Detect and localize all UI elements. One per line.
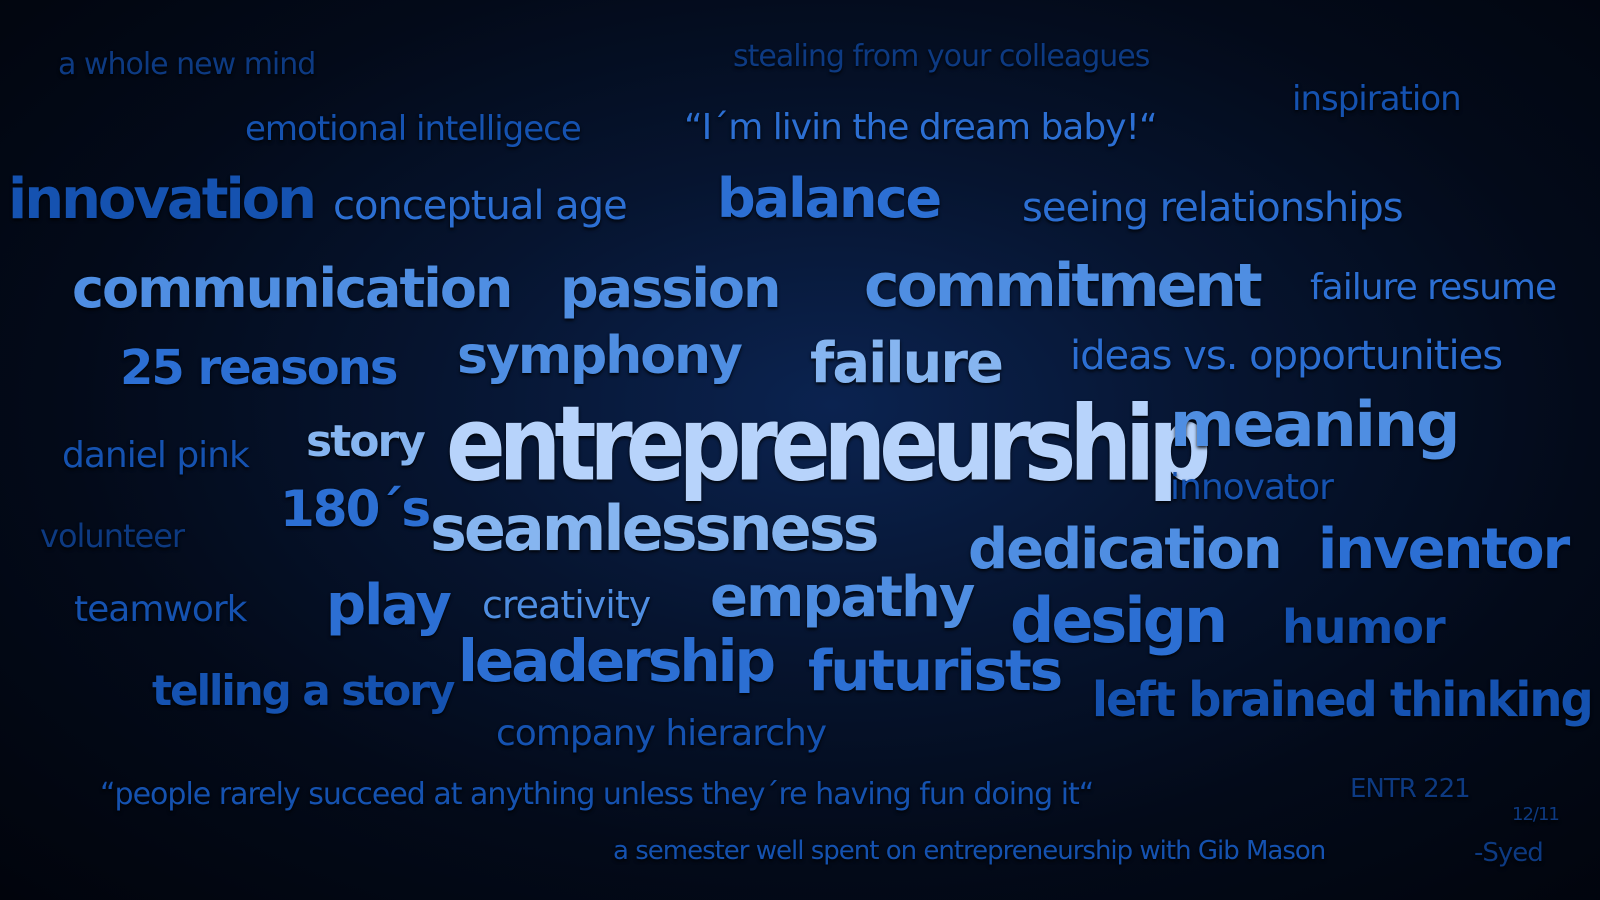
word-meaning: meaning bbox=[1170, 388, 1460, 461]
word-teamwork: teamwork bbox=[74, 589, 248, 630]
word-story: story bbox=[306, 416, 426, 467]
word-innovation: innovation bbox=[8, 167, 317, 232]
word-passion: passion bbox=[560, 257, 781, 320]
word-futurists: futurists bbox=[808, 639, 1063, 704]
word-innovator: innovator bbox=[1170, 467, 1334, 508]
word-creativity: creativity bbox=[482, 583, 651, 627]
word-humor: humor bbox=[1282, 600, 1446, 654]
word-180s: 180´s bbox=[280, 480, 431, 538]
word-a-whole-new-mind: a whole new mind bbox=[58, 47, 316, 82]
word-telling-a-story: telling a story bbox=[152, 666, 455, 715]
word-seamlessness: seamlessness bbox=[430, 492, 879, 565]
word-failure-resume: failure resume bbox=[1310, 267, 1557, 308]
word-leadership: leadership bbox=[458, 627, 776, 695]
word-left-brained-thinking: left brained thinking bbox=[1092, 672, 1594, 728]
word-failure: failure bbox=[810, 331, 1004, 396]
word-stealing-from-your-colleagues: stealing from your colleagues bbox=[733, 39, 1150, 74]
word-play: play bbox=[326, 573, 452, 638]
word-design: design bbox=[1010, 584, 1228, 657]
quote-fun: “people rarely succeed at anything unles… bbox=[100, 777, 1094, 812]
word-communication: communication bbox=[72, 257, 513, 320]
date: 12/11 bbox=[1512, 804, 1560, 825]
word-entrepreneurship: entrepreneurship bbox=[446, 382, 1211, 505]
word-empathy: empathy bbox=[710, 565, 975, 630]
word-ideas-vs-opportunities: ideas vs. opportunities bbox=[1070, 333, 1503, 379]
word-daniel-pink: daniel pink bbox=[62, 435, 250, 476]
word-volunteer: volunteer bbox=[40, 517, 185, 555]
word-inventor: inventor bbox=[1318, 517, 1570, 582]
word-dedication: dedication bbox=[968, 517, 1283, 582]
word-25-reasons: 25 reasons bbox=[120, 340, 398, 396]
word-company-hierarchy: company hierarchy bbox=[496, 713, 827, 754]
word-seeing-relationships: seeing relationships bbox=[1022, 185, 1404, 231]
signature: -Syed bbox=[1474, 838, 1544, 868]
word-balance: balance bbox=[717, 167, 942, 230]
word-conceptual-age: conceptual age bbox=[333, 183, 628, 229]
semester-note: a semester well spent on entrepreneurshi… bbox=[613, 836, 1326, 866]
word-symphony: symphony bbox=[457, 326, 743, 386]
word-livin-the-dream-quote: “I´m livin the dream baby!“ bbox=[684, 107, 1158, 148]
word-commitment: commitment bbox=[864, 251, 1263, 321]
course-code: ENTR 221 bbox=[1350, 774, 1471, 804]
word-inspiration: inspiration bbox=[1292, 79, 1462, 119]
word-emotional-intelligence: emotional intelligece bbox=[245, 109, 582, 149]
